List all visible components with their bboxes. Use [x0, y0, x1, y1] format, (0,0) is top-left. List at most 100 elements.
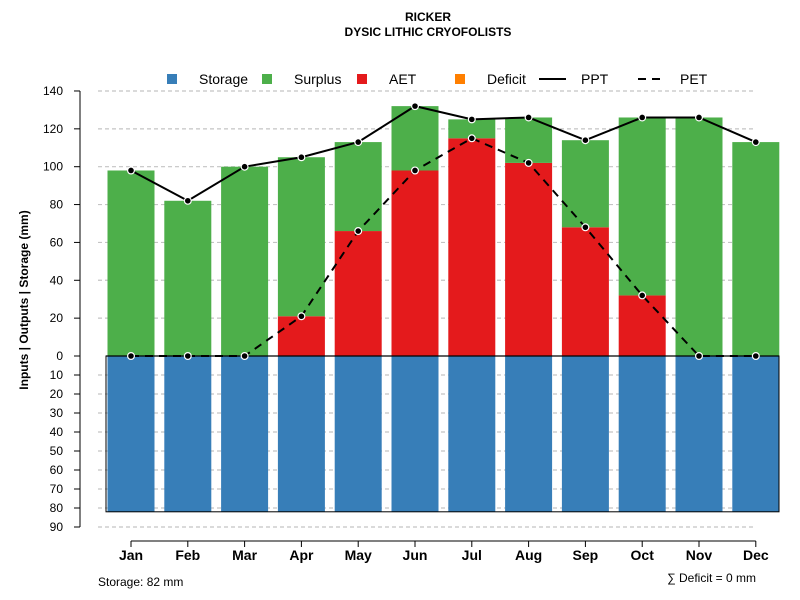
y-tick-label-lower-8: 90	[50, 520, 64, 534]
ppt-point-11	[751, 138, 760, 147]
pet-point-2	[240, 352, 249, 361]
ppt-point-0	[126, 166, 135, 175]
storage-bar-0	[107, 356, 155, 512]
y-tick-label-lower-2: 30	[50, 406, 64, 420]
surplus-bar-8	[561, 140, 609, 228]
x-tick-label-apr: Apr	[289, 547, 314, 563]
aet-bar-9	[618, 295, 666, 356]
x-tick-label-jul: Jul	[462, 547, 482, 563]
pet-line	[131, 137, 756, 357]
x-tick-label-feb: Feb	[175, 547, 200, 563]
pet-point-7	[524, 158, 533, 167]
x-tick-label-dec: Dec	[743, 547, 769, 563]
legend-label-aet: AET	[389, 71, 417, 87]
pet-point-4	[354, 227, 363, 236]
aet-bar-8	[561, 227, 609, 356]
x-tick-label-mar: Mar	[232, 547, 257, 563]
y-tick-label-upper-3: 60	[50, 235, 64, 249]
x-tick-label-nov: Nov	[686, 547, 713, 563]
y-tick-label-upper-6: 120	[43, 122, 63, 136]
pet-point-6	[467, 134, 476, 143]
x-tick-label-oct: Oct	[631, 547, 655, 563]
pet-point-5	[411, 166, 420, 175]
ppt-line	[130, 105, 757, 202]
lines	[126, 102, 760, 361]
pet-point-11	[751, 352, 760, 361]
y-tick-label-lower-6: 70	[50, 482, 64, 496]
y-tick-label-lower-5: 60	[50, 463, 64, 477]
storage-bar-11	[732, 356, 780, 512]
pet-point-10	[694, 352, 703, 361]
storage-bar-7	[505, 356, 553, 512]
y-tick-label-lower-4: 50	[50, 444, 64, 458]
surplus-bar-2	[221, 166, 269, 356]
pet-point-3	[297, 312, 306, 321]
legend-label-surplus: Surplus	[294, 71, 341, 87]
aet-bar-3	[277, 316, 325, 356]
ppt-point-2	[240, 162, 249, 171]
legend-swatch-deficit	[455, 74, 465, 84]
storage-bar-3	[277, 356, 325, 512]
storage-bar-5	[391, 356, 439, 512]
x-tick-label-jan: Jan	[119, 547, 143, 563]
x-tick-label-sep: Sep	[573, 547, 599, 563]
storage-bar-9	[618, 356, 666, 512]
surplus-bar-0	[107, 170, 155, 356]
aet-bar-6	[448, 138, 496, 356]
ppt-point-4	[354, 138, 363, 147]
surplus-bar-10	[675, 117, 723, 357]
aet-bar-4	[334, 231, 382, 356]
aet-bar-5	[391, 170, 439, 356]
x-tick-label-aug: Aug	[515, 547, 542, 563]
surplus-bar-4	[334, 142, 382, 232]
storage-bar-2	[221, 356, 269, 512]
pet-point-9	[638, 291, 647, 300]
y-tick-label-lower-7: 80	[50, 501, 64, 515]
y-tick-label-upper-7: 140	[43, 84, 63, 98]
surplus-bar-3	[277, 157, 325, 317]
aet-bar-7	[505, 162, 553, 356]
legend-label-storage: Storage	[199, 71, 248, 87]
deficit-sum-note: ∑ Deficit = 0 mm	[667, 571, 756, 585]
legend: Storage Surplus AET Deficit PPT PET	[167, 71, 708, 87]
pet-point-8	[581, 223, 590, 232]
surplus-bar-9	[618, 117, 666, 296]
ppt-point-3	[297, 153, 306, 162]
chart-title: RICKER	[405, 10, 451, 24]
storage-bar-1	[164, 356, 212, 512]
legend-label-ppt: PPT	[581, 71, 609, 87]
y-tick-label-upper-0: 0	[56, 349, 63, 363]
ppt-point-1	[183, 196, 192, 205]
legend-label-deficit: Deficit	[487, 71, 526, 87]
axes: 0 20 40 60 80 100 120 140 10 20 30 40 50 60 70 80 90 Jan F…	[43, 84, 769, 563]
ppt-point-5	[411, 102, 420, 111]
storage-bar-8	[561, 356, 609, 512]
legend-label-pet: PET	[680, 71, 708, 87]
x-tick-label-jun: Jun	[403, 547, 428, 563]
pet-point-0	[126, 352, 135, 361]
y-tick-label-upper-5: 100	[43, 160, 63, 174]
surplus-bar-6	[448, 119, 496, 139]
y-axis-label: Inputs | Outputs | Storage (mm)	[17, 210, 31, 389]
ppt-point-7	[524, 113, 533, 122]
surplus-bar-1	[164, 200, 212, 356]
legend-swatch-surplus	[262, 74, 272, 84]
storage-bar-6	[448, 356, 496, 512]
legend-swatch-aet	[357, 74, 367, 84]
storage-bar-4	[334, 356, 382, 512]
y-tick-label-lower-1: 20	[50, 387, 64, 401]
y-tick-label-upper-4: 80	[50, 198, 64, 212]
storage-bar-10	[675, 356, 723, 512]
ppt-point-9	[638, 113, 647, 122]
surplus-bar-11	[732, 142, 780, 356]
legend-swatch-storage	[167, 74, 177, 84]
chart-subtitle: DYSIC LITHIC CRYOFOLISTS	[345, 25, 512, 39]
y-tick-label-upper-2: 40	[50, 273, 64, 287]
ppt-point-8	[581, 136, 590, 145]
ppt-point-10	[694, 113, 703, 122]
ppt-point-6	[467, 115, 476, 124]
x-tick-label-may: May	[345, 547, 372, 563]
y-tick-label-lower-3: 40	[50, 425, 64, 439]
pet-point-1	[183, 352, 192, 361]
